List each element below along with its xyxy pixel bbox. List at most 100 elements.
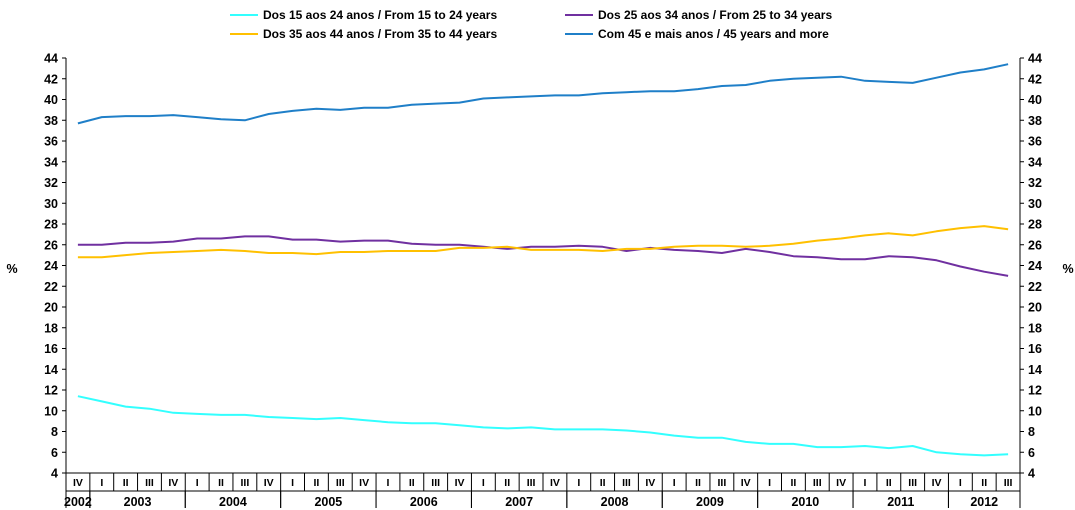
year-label: 2005 bbox=[314, 495, 342, 509]
quarter-label: I bbox=[673, 477, 676, 489]
right-y-unit-label: % bbox=[1062, 262, 1073, 276]
quarter-label: III bbox=[240, 477, 249, 489]
quarter-label: II bbox=[123, 477, 129, 489]
left-y-tick-label: 40 bbox=[44, 93, 58, 107]
quarter-label: I bbox=[768, 477, 771, 489]
left-y-tick-label: 6 bbox=[51, 446, 58, 460]
year-label: 2002 bbox=[64, 495, 92, 509]
quarter-label: IV bbox=[264, 477, 274, 489]
series-line-1 bbox=[77, 395, 1009, 457]
quarter-label: II bbox=[504, 477, 510, 489]
quarter-label: IV bbox=[73, 477, 83, 489]
quarter-label: II bbox=[886, 477, 892, 489]
right-y-tick-label: 34 bbox=[1028, 155, 1042, 169]
legend-label: Com 45 e mais anos / 45 years and more bbox=[598, 27, 829, 41]
left-y-tick-label: 4 bbox=[51, 467, 58, 481]
right-y-tick-label: 38 bbox=[1028, 114, 1042, 128]
right-y-tick-label: 14 bbox=[1028, 363, 1042, 377]
year-label: 2012 bbox=[970, 495, 998, 509]
right-y-tick-label: 28 bbox=[1028, 218, 1042, 232]
right-y-tick-label: 10 bbox=[1028, 404, 1042, 418]
quarter-label: I bbox=[196, 477, 199, 489]
quarter-label: I bbox=[482, 477, 485, 489]
quarter-label: III bbox=[527, 477, 536, 489]
right-y-tick-label: 22 bbox=[1028, 280, 1042, 294]
quarter-label: I bbox=[387, 477, 390, 489]
quarter-label: IV bbox=[645, 477, 655, 489]
left-y-tick-label: 10 bbox=[44, 404, 58, 418]
left-y-tick-label: 24 bbox=[44, 259, 58, 273]
year-label: 2007 bbox=[505, 495, 533, 509]
year-label: 2011 bbox=[887, 495, 914, 509]
quarter-label: II bbox=[409, 477, 415, 489]
left-y-tick-label: 38 bbox=[44, 114, 58, 128]
quarter-label: III bbox=[717, 477, 726, 489]
quarter-label: III bbox=[145, 477, 154, 489]
quarter-label: IV bbox=[836, 477, 846, 489]
quarter-label: II bbox=[695, 477, 701, 489]
quarter-label: IV bbox=[168, 477, 178, 489]
quarter-label: III bbox=[813, 477, 822, 489]
right-y-tick-label: 16 bbox=[1028, 342, 1042, 356]
quarter-label: II bbox=[218, 477, 224, 489]
quarter-label: II bbox=[981, 477, 987, 489]
legend-label: Dos 35 aos 44 anos / From 35 to 44 years bbox=[263, 27, 497, 41]
quarter-label: IV bbox=[741, 477, 751, 489]
quarter-label: IV bbox=[550, 477, 560, 489]
left-y-tick-label: 26 bbox=[44, 238, 58, 252]
right-y-tick-label: 32 bbox=[1028, 176, 1042, 190]
right-y-tick-label: 44 bbox=[1028, 52, 1042, 66]
right-y-axis: 4 6 8 10 12 14 16 18 20 22 24 26 28 30 32 34 36 38 40 42 44 bbox=[1019, 52, 1042, 481]
year-label: 2006 bbox=[410, 495, 438, 509]
series-line-3 bbox=[77, 225, 1009, 259]
right-y-tick-label: 24 bbox=[1028, 259, 1042, 273]
left-y-tick-label: 14 bbox=[44, 363, 58, 377]
right-y-tick-label: 26 bbox=[1028, 238, 1042, 252]
series-line-4 bbox=[77, 63, 1009, 125]
left-y-tick-label: 20 bbox=[44, 301, 58, 315]
left-y-tick-label: 12 bbox=[44, 384, 58, 398]
left-y-tick-label: 32 bbox=[44, 176, 58, 190]
legend-label: Dos 15 aos 24 anos / From 15 to 24 years bbox=[263, 8, 497, 22]
left-y-tick-label: 18 bbox=[44, 321, 58, 335]
right-y-tick-label: 42 bbox=[1028, 72, 1042, 86]
legend-label: Dos 25 aos 34 anos / From 25 to 34 years bbox=[598, 8, 832, 22]
year-label: 2003 bbox=[124, 495, 152, 509]
left-y-tick-label: 22 bbox=[44, 280, 58, 294]
series-lines bbox=[77, 63, 1009, 457]
right-y-tick-label: 36 bbox=[1028, 135, 1042, 149]
quarter-label: III bbox=[622, 477, 631, 489]
right-y-tick-label: 18 bbox=[1028, 321, 1042, 335]
quarter-label: III bbox=[336, 477, 345, 489]
quarter-label: III bbox=[431, 477, 440, 489]
left-y-unit-label: % bbox=[6, 262, 17, 276]
left-y-tick-label: 34 bbox=[44, 155, 58, 169]
right-y-tick-label: 30 bbox=[1028, 197, 1042, 211]
left-y-tick-label: 16 bbox=[44, 342, 58, 356]
year-label: 2010 bbox=[791, 495, 819, 509]
right-y-tick-label: 4 bbox=[1028, 467, 1035, 481]
legend: Dos 15 aos 24 anos / From 15 to 24 years… bbox=[230, 8, 832, 41]
left-y-axis: 4 6 8 10 12 14 16 18 20 22 24 26 28 30 32 34 36 38 40 42 44 bbox=[44, 52, 67, 481]
quarter-label: I bbox=[959, 477, 962, 489]
quarter-label: IV bbox=[455, 477, 465, 489]
right-y-tick-label: 20 bbox=[1028, 301, 1042, 315]
quarter-label: I bbox=[864, 477, 867, 489]
quarter-label: II bbox=[600, 477, 606, 489]
x-axis: IV I II III IV I II III IV I II III IV I II III IV I II III… bbox=[64, 472, 1021, 509]
left-y-tick-label: 42 bbox=[44, 72, 58, 86]
year-label: 2009 bbox=[696, 495, 724, 509]
quarter-label: IV bbox=[932, 477, 942, 489]
year-label: 2004 bbox=[219, 495, 247, 509]
left-y-tick-label: 36 bbox=[44, 135, 58, 149]
quarter-label: I bbox=[577, 477, 580, 489]
quarter-label: I bbox=[291, 477, 294, 489]
quarter-label: III bbox=[1004, 477, 1013, 489]
year-label: 2008 bbox=[601, 495, 629, 509]
left-y-tick-label: 8 bbox=[51, 425, 58, 439]
right-y-tick-label: 6 bbox=[1028, 446, 1035, 460]
quarter-label: II bbox=[314, 477, 320, 489]
right-y-tick-label: 12 bbox=[1028, 384, 1042, 398]
quarter-label: II bbox=[791, 477, 797, 489]
